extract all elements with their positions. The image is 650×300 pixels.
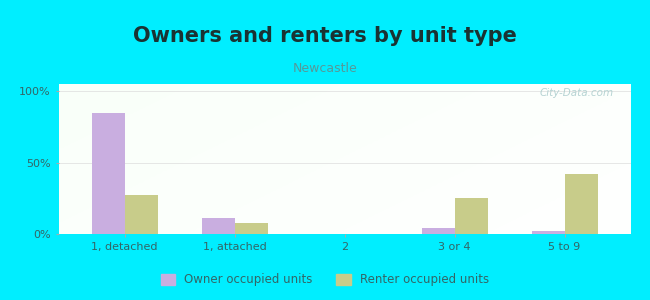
Text: City-Data.com: City-Data.com xyxy=(540,88,614,98)
Bar xyxy=(125,195,157,234)
Bar xyxy=(235,223,268,234)
Text: Owners and renters by unit type: Owners and renters by unit type xyxy=(133,26,517,46)
Legend: Owner occupied units, Renter occupied units: Owner occupied units, Renter occupied un… xyxy=(156,269,494,291)
Text: Newcastle: Newcastle xyxy=(292,62,358,76)
Bar xyxy=(564,174,597,234)
Bar xyxy=(421,228,454,234)
Bar xyxy=(454,198,488,234)
Bar xyxy=(532,231,564,234)
Bar xyxy=(202,218,235,234)
Bar xyxy=(92,112,125,234)
